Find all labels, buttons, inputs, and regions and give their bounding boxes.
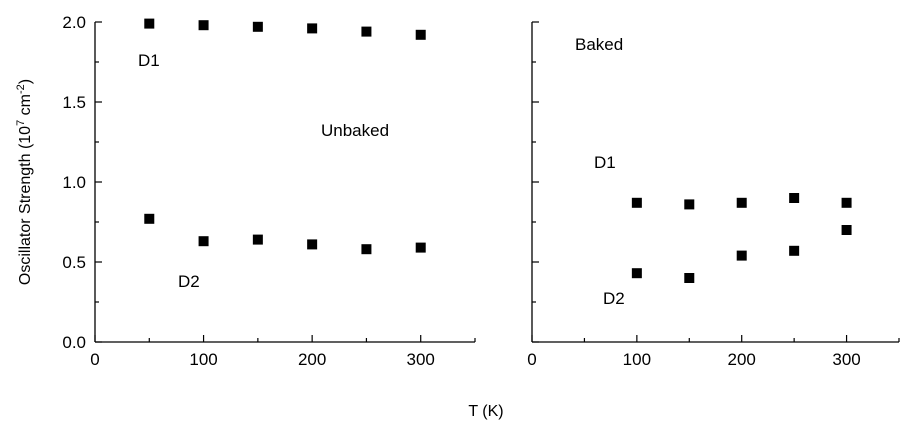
panels: 0 100 200 300 0.0 0.5 1.0 1.5 2.0 D1 D2 Unbaked 0 100… <box>62 13 900 369</box>
x-tick-label: 200 <box>728 350 756 369</box>
y-tick-label: 1.0 <box>62 173 86 192</box>
data-point-d2 <box>631 268 642 279</box>
panel-left: 0 100 200 300 0.0 0.5 1.0 1.5 2.0 D1 D2 Unbaked <box>62 13 476 369</box>
data-point-d2 <box>198 236 209 247</box>
series-label-d1: D1 <box>594 153 616 172</box>
y-axis-title-main: Oscillator Strength (10 <box>17 126 34 285</box>
data-point-d1 <box>144 18 155 29</box>
panel-right: 0 100 200 300 D1 D2 Baked <box>527 21 900 369</box>
x-tick-label: 0 <box>90 350 99 369</box>
series-label-d1: D1 <box>138 51 160 70</box>
data-point-d2 <box>684 273 695 283</box>
y-axis-title-end: ) <box>17 79 34 84</box>
data-point-d2 <box>789 245 800 256</box>
x-axis-title: T (K) <box>468 403 503 420</box>
data-point-d1 <box>789 193 800 203</box>
panel-annotation: Unbaked <box>321 121 389 140</box>
y-axis-title: Oscillator Strength (107 cm-2) <box>15 79 34 285</box>
data-point-d1 <box>198 20 209 31</box>
series-label-d2: D2 <box>603 289 625 308</box>
data-point-d2 <box>415 242 426 253</box>
panel-annotation: Baked <box>575 35 623 54</box>
y-axis-title-mid: cm <box>17 94 34 120</box>
y-axis-title-sup2: -2 <box>15 84 27 94</box>
x-tick-label: 100 <box>623 350 651 369</box>
data-point-d2 <box>144 213 155 224</box>
data-point-d1 <box>841 197 852 208</box>
y-tick-label: 0.5 <box>62 253 86 272</box>
y-tick-label: 1.5 <box>62 93 86 112</box>
data-point-d1 <box>684 199 695 210</box>
data-point-d1 <box>307 23 318 34</box>
x-tick-label: 300 <box>407 350 435 369</box>
x-tick-label: 100 <box>189 350 217 369</box>
data-point-d2 <box>736 250 747 261</box>
x-tick-label: 200 <box>298 350 326 369</box>
data-point-d1 <box>361 26 372 37</box>
data-point-d1 <box>415 29 426 40</box>
x-tick-label: 0 <box>527 350 536 369</box>
data-point-d1 <box>631 197 642 208</box>
x-tick-label: 300 <box>832 350 860 369</box>
data-point-d1 <box>252 21 263 32</box>
data-point-d2 <box>252 234 263 245</box>
y-tick-label: 0.0 <box>62 333 86 352</box>
series-label-d2: D2 <box>178 272 200 291</box>
y-tick-label: 2.0 <box>62 13 86 32</box>
data-point-d2 <box>841 225 852 235</box>
data-point-d2 <box>307 239 318 250</box>
y-axis-title-sup1: 7 <box>15 120 27 126</box>
data-point-d2 <box>361 244 372 255</box>
data-point-d1 <box>736 197 747 208</box>
